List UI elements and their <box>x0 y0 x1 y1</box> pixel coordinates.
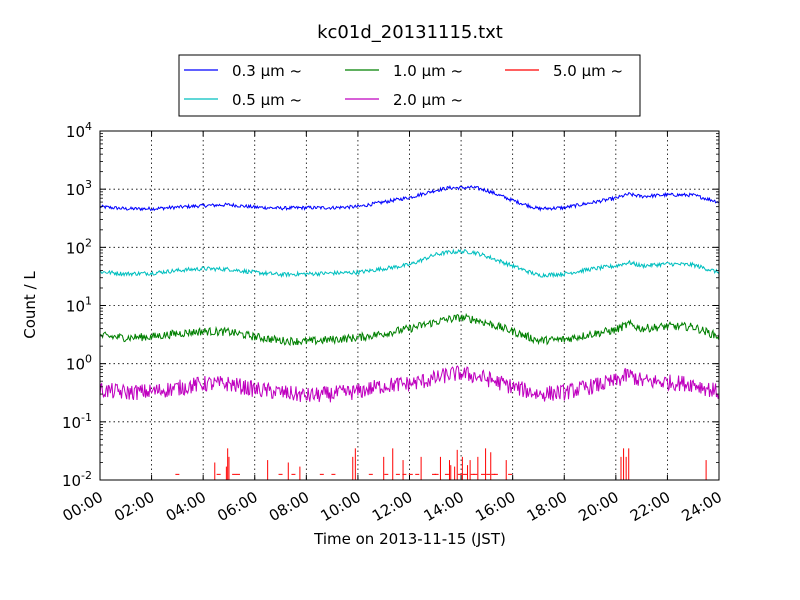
y-tick-label: 101 <box>66 295 92 316</box>
x-tick-label: 06:00 <box>214 488 260 525</box>
y-tick-label: 10-2 <box>62 469 92 490</box>
x-tick-label: 18:00 <box>524 488 570 525</box>
x-tick-label: 08:00 <box>266 488 312 525</box>
chart-title: kc01d_20131115.txt <box>317 22 503 43</box>
legend-label: 5.0 μm ~ <box>553 62 623 80</box>
series-line <box>99 312 720 347</box>
x-tick-label: 02:00 <box>111 488 157 525</box>
legend-label: 2.0 μm ~ <box>393 91 463 109</box>
x-tick-label: 16:00 <box>472 488 518 525</box>
y-tick-label: 10-1 <box>62 411 92 432</box>
x-tick-label: 10:00 <box>317 488 363 525</box>
x-tick-label: 00:00 <box>60 488 106 525</box>
legend: 0.3 μm ~ 1.0 μm ~ 5.0 μm ~ 0.5 μm ~ 2.0 μm ~ <box>178 54 641 117</box>
x-axis-label: Time on 2013-11-15 (JST) <box>313 530 506 548</box>
x-tick-label: 04:00 <box>163 488 209 525</box>
legend-label: 0.3 μm ~ <box>232 62 302 80</box>
grid <box>100 131 719 480</box>
series-layer <box>99 184 720 480</box>
x-tick-label: 12:00 <box>369 488 415 525</box>
y-tick-label: 103 <box>66 178 92 199</box>
series-line <box>99 365 720 403</box>
plot-frame <box>99 130 720 481</box>
y-tick-label: 104 <box>66 120 92 141</box>
x-tick-label: 20:00 <box>575 488 621 525</box>
series-line <box>99 184 720 212</box>
series-line <box>99 248 720 279</box>
y-tick-label: 100 <box>66 353 92 374</box>
x-tick-label: 22:00 <box>627 488 673 525</box>
legend-box <box>178 54 641 117</box>
legend-label: 0.5 μm ~ <box>232 91 302 109</box>
y-axis-label: Count / L <box>21 271 39 339</box>
y-tick-label: 102 <box>66 236 92 257</box>
legend-label: 1.0 μm ~ <box>393 62 463 80</box>
x-tick-label: 14:00 <box>421 488 467 525</box>
x-tick-label: 24:00 <box>679 488 725 525</box>
